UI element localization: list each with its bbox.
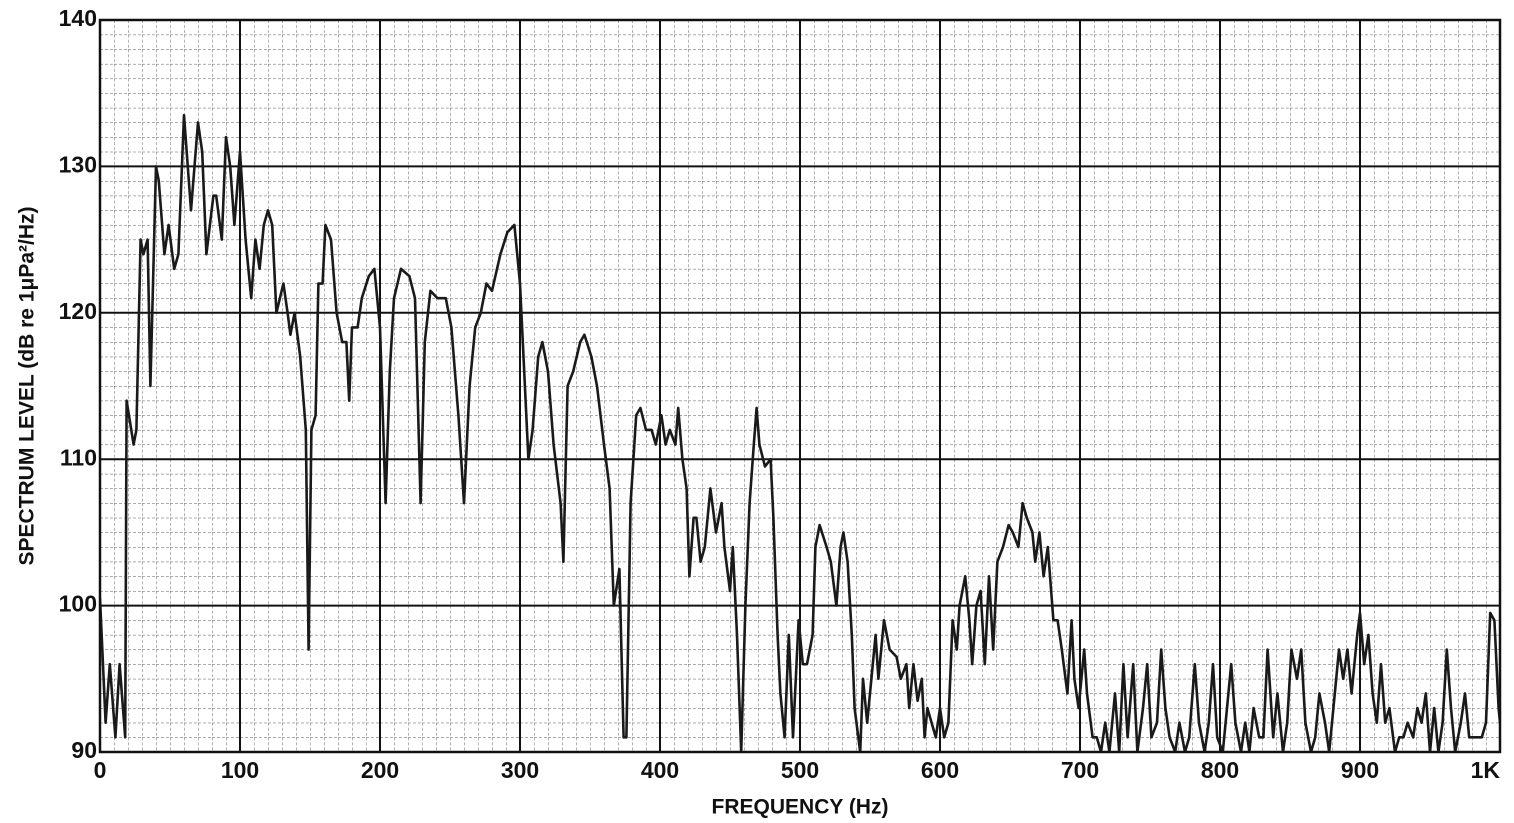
- y-tick-label: 100: [59, 591, 97, 617]
- plot-frame: [98, 18, 1502, 754]
- x-tick-label: 600: [921, 757, 959, 783]
- x-tick-label: 300: [501, 757, 539, 783]
- y-tick-label: 140: [59, 5, 97, 31]
- grid: [99, 19, 1501, 753]
- x-tick-label: 0: [94, 757, 107, 783]
- plot-area: [100, 113, 1500, 752]
- x-axis-title: FREQUENCY (Hz): [712, 796, 889, 819]
- x-tick-label: 100: [221, 757, 259, 783]
- x-tick-label: 800: [1201, 757, 1239, 783]
- x-tick-label: 400: [641, 757, 679, 783]
- x-tick-label: 1K: [1471, 757, 1501, 783]
- y-tick-label: 120: [59, 298, 97, 324]
- spectrum-line: [100, 113, 1500, 752]
- x-tick-label: 900: [1341, 757, 1379, 783]
- x-tick-label: 700: [1061, 757, 1099, 783]
- x-tick-label: 500: [781, 757, 819, 783]
- y-tick-label: 130: [59, 151, 97, 177]
- y-axis-title: SPECTRUM LEVEL (dB re 1μPa²/Hz): [16, 206, 39, 565]
- y-tick-label: 110: [60, 444, 97, 470]
- x-tick-label: 200: [361, 757, 399, 783]
- y-tick-label: 90: [71, 737, 97, 763]
